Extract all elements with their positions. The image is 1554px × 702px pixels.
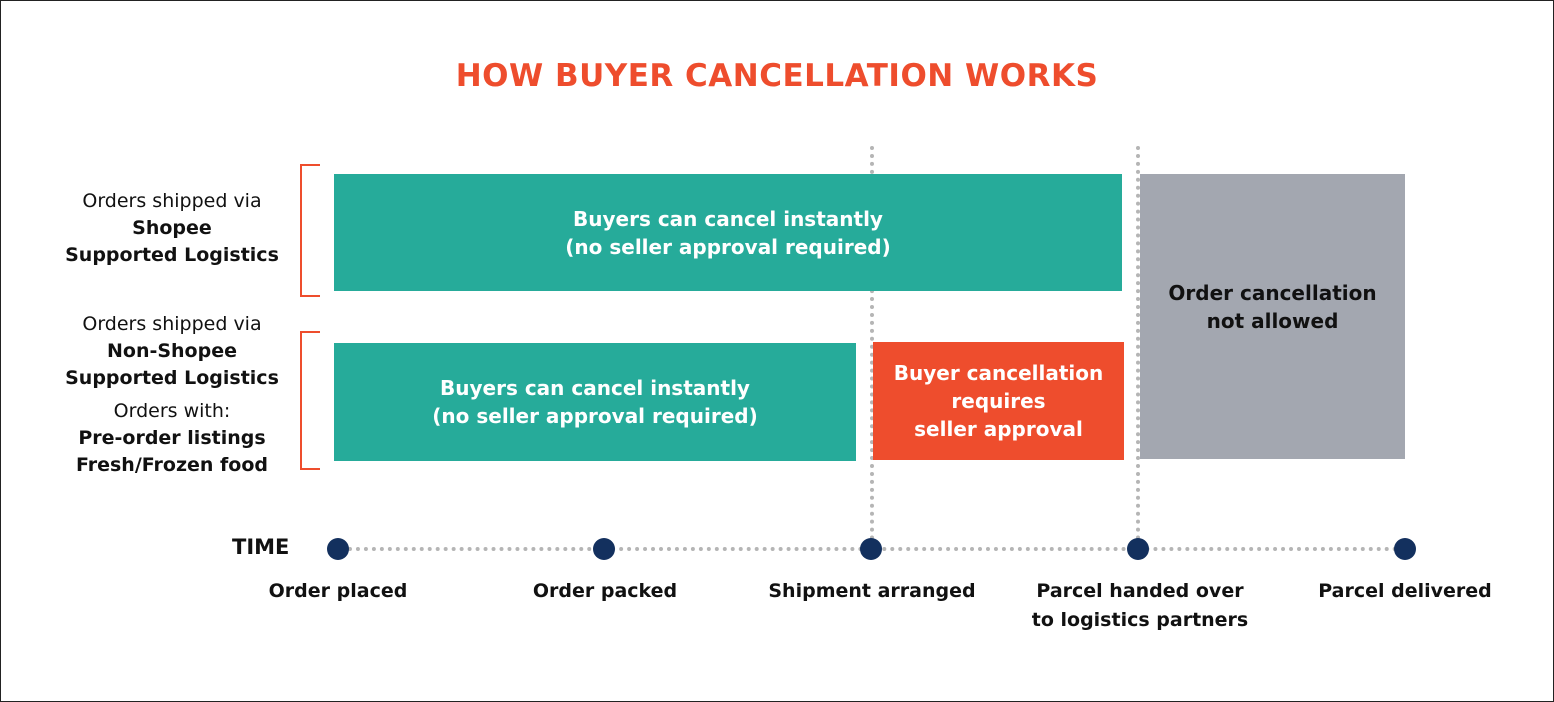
phase-divider [1136, 146, 1140, 548]
milestone-dot [593, 538, 615, 560]
row-label-prefix: Orders shipped via [82, 313, 262, 335]
milestone-order-placed: Order placed [218, 577, 458, 606]
milestone-parcel-delivered: Parcel delivered [1285, 577, 1525, 606]
bar-text: Order cancellation [1168, 280, 1377, 305]
bar-text: (no seller approval required) [565, 234, 891, 259]
bar-cancellation-not-allowed: Order cancellation not allowed [1140, 174, 1405, 459]
row-label-bold: Shopee [132, 217, 212, 239]
milestone-dot [327, 538, 349, 560]
milestone-order-packed: Order packed [485, 577, 725, 606]
row-bracket [300, 164, 320, 297]
milestone-dot [860, 538, 882, 560]
bar-text: Buyers can cancel instantly [573, 206, 883, 231]
milestone-dot [1127, 538, 1149, 560]
row-label-bold: Supported Logistics [65, 244, 279, 266]
bar-text: not allowed [1206, 308, 1339, 333]
row-label-bold: Pre-order listings [78, 427, 266, 449]
milestone-label: Order placed [268, 580, 408, 602]
phase-divider [870, 146, 874, 548]
milestone-label: Parcel handed over [1036, 580, 1244, 602]
bar-seller-approval: Buyer cancellation requires seller approva… [873, 342, 1124, 460]
row-label-non-shopee: Orders shipped via Non-Shopee Supported … [32, 311, 312, 479]
row-label-prefix: Orders shipped via [82, 190, 262, 212]
milestone-label: Order packed [532, 580, 678, 602]
row-bracket [300, 331, 320, 470]
row-label-shopee: Orders shipped via Shopee Supported Logi… [32, 188, 312, 269]
milestone-dot [1394, 538, 1416, 560]
row-label-bold: Non-Shopee [106, 340, 237, 362]
bar-text: seller approval [914, 417, 1083, 441]
timeline-label: TIME [232, 535, 290, 559]
bar-text: (no seller approval required) [432, 404, 758, 428]
bar-text: Buyers can cancel instantly [440, 376, 750, 400]
milestone-label: Shipment arranged [768, 580, 976, 602]
bar-shopee-instant-cancel: Buyers can cancel instantly (no seller ap… [334, 174, 1122, 291]
diagram-title: HOW BUYER CANCELLATION WORKS [455, 58, 1099, 94]
milestone-parcel-handed-over: Parcel handed over to logistics partners [1010, 577, 1270, 635]
milestone-label: Parcel delivered [1318, 580, 1492, 602]
row-label-bold: Supported Logistics [65, 367, 279, 389]
milestone-label: to logistics partners [1031, 609, 1249, 631]
row-label-bold: Fresh/Frozen food [75, 454, 269, 476]
bar-text: Buyer cancellation [893, 361, 1104, 385]
milestone-shipment-arranged: Shipment arranged [752, 577, 992, 606]
row-label-prefix: Orders with: [113, 400, 231, 422]
bar-non-shopee-instant-cancel: Buyers can cancel instantly (no seller ap… [334, 343, 856, 461]
bar-text: requires [951, 389, 1046, 413]
